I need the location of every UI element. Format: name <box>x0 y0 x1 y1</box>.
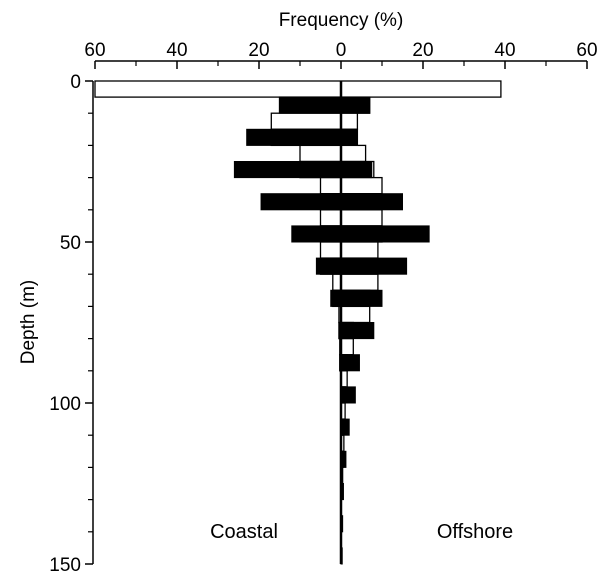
open-bar <box>332 273 379 291</box>
filled-bar <box>246 128 358 146</box>
y-tick-label: 0 <box>70 72 81 93</box>
filled-bar <box>260 193 403 211</box>
open-bar <box>319 241 379 259</box>
y-tick-labels: 0 50 100 150 <box>49 72 81 572</box>
x-axis-title: Frequency (%) <box>279 10 404 31</box>
x-tick-label: 60 <box>84 40 105 61</box>
filled-bar <box>338 322 375 340</box>
x-tick-label: 60 <box>576 40 597 61</box>
filled-bar <box>340 386 356 404</box>
x-tick-label: 20 <box>412 40 433 61</box>
y-tick-label: 150 <box>49 555 81 572</box>
filled-bar <box>339 354 360 372</box>
coastal-label: Coastal <box>210 521 278 543</box>
filled-bar <box>279 96 371 114</box>
open-bar <box>270 112 359 130</box>
offshore-label: Offshore <box>437 521 513 543</box>
y-tick-label: 100 <box>49 394 81 415</box>
x-tick-labels: 60 40 20 0 20 40 60 <box>84 40 597 61</box>
filled-bar <box>291 225 430 243</box>
open-bar <box>338 305 371 324</box>
x-tick-label: 40 <box>494 40 515 61</box>
open-bar <box>94 80 502 98</box>
x-tick-label: 0 <box>336 40 347 61</box>
bars <box>94 80 502 565</box>
open-bar <box>299 144 367 163</box>
x-tick-label: 20 <box>248 40 269 61</box>
x-tick-label: 40 <box>166 40 187 61</box>
open-bar <box>319 176 383 195</box>
filled-bar <box>315 257 408 275</box>
filled-bar <box>330 289 383 307</box>
y-tick-label: 50 <box>60 233 81 254</box>
filled-bar <box>233 161 373 179</box>
axes <box>85 60 588 565</box>
open-bar <box>319 209 383 227</box>
y-axis-title: Depth (m) <box>18 280 39 364</box>
